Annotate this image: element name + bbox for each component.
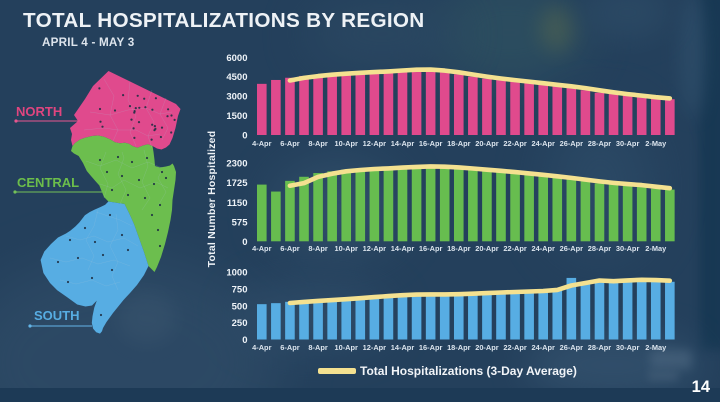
svg-text:6-Apr: 6-Apr xyxy=(280,343,299,352)
svg-text:6000: 6000 xyxy=(226,53,247,64)
svg-text:6-Apr: 6-Apr xyxy=(280,139,299,148)
svg-text:8-Apr: 8-Apr xyxy=(308,244,327,253)
svg-text:250: 250 xyxy=(232,318,248,329)
svg-text:8-Apr: 8-Apr xyxy=(308,343,327,352)
svg-text:1000: 1000 xyxy=(226,268,247,279)
svg-text:30-Apr: 30-Apr xyxy=(616,139,640,148)
svg-text:4-Apr: 4-Apr xyxy=(252,343,271,352)
svg-text:18-Apr: 18-Apr xyxy=(447,139,471,148)
svg-text:12-Apr: 12-Apr xyxy=(363,139,387,148)
svg-text:22-Apr: 22-Apr xyxy=(503,244,527,253)
svg-text:4-Apr: 4-Apr xyxy=(252,244,271,253)
svg-text:16-Apr: 16-Apr xyxy=(419,343,443,352)
svg-text:10-Apr: 10-Apr xyxy=(335,139,359,148)
svg-text:28-Apr: 28-Apr xyxy=(588,343,612,352)
svg-text:0: 0 xyxy=(242,131,247,142)
svg-text:22-Apr: 22-Apr xyxy=(503,139,527,148)
svg-text:12-Apr: 12-Apr xyxy=(363,343,387,352)
svg-text:30-Apr: 30-Apr xyxy=(616,343,640,352)
svg-text:22-Apr: 22-Apr xyxy=(503,343,527,352)
svg-text:14-Apr: 14-Apr xyxy=(391,244,415,253)
svg-text:24-Apr: 24-Apr xyxy=(531,244,555,253)
svg-text:12-Apr: 12-Apr xyxy=(363,244,387,253)
svg-text:26-Apr: 26-Apr xyxy=(560,139,584,148)
svg-text:1725: 1725 xyxy=(226,178,248,189)
svg-text:6-Apr: 6-Apr xyxy=(280,244,299,253)
svg-text:30-Apr: 30-Apr xyxy=(616,244,640,253)
svg-text:26-Apr: 26-Apr xyxy=(560,343,584,352)
svg-text:2300: 2300 xyxy=(226,159,247,170)
svg-text:16-Apr: 16-Apr xyxy=(419,139,443,148)
svg-text:18-Apr: 18-Apr xyxy=(447,244,471,253)
svg-text:500: 500 xyxy=(232,301,248,312)
svg-text:4-Apr: 4-Apr xyxy=(252,139,271,148)
svg-text:2-May: 2-May xyxy=(645,244,667,253)
svg-text:750: 750 xyxy=(232,285,248,296)
svg-text:0: 0 xyxy=(242,237,247,248)
svg-text:20-Apr: 20-Apr xyxy=(475,343,499,352)
svg-text:2-May: 2-May xyxy=(645,343,667,352)
svg-text:28-Apr: 28-Apr xyxy=(588,139,612,148)
svg-text:20-Apr: 20-Apr xyxy=(475,244,499,253)
svg-text:0: 0 xyxy=(242,335,247,346)
svg-text:18-Apr: 18-Apr xyxy=(447,343,471,352)
svg-text:14-Apr: 14-Apr xyxy=(391,343,415,352)
svg-text:24-Apr: 24-Apr xyxy=(531,343,555,352)
svg-text:3000: 3000 xyxy=(226,92,247,103)
svg-text:16-Apr: 16-Apr xyxy=(419,244,443,253)
svg-text:14-Apr: 14-Apr xyxy=(391,139,415,148)
svg-text:1500: 1500 xyxy=(226,111,247,122)
svg-text:26-Apr: 26-Apr xyxy=(560,244,584,253)
svg-text:10-Apr: 10-Apr xyxy=(335,343,359,352)
svg-text:2-May: 2-May xyxy=(645,139,667,148)
svg-text:4500: 4500 xyxy=(226,72,247,83)
svg-text:10-Apr: 10-Apr xyxy=(335,244,359,253)
svg-text:24-Apr: 24-Apr xyxy=(531,139,555,148)
svg-text:28-Apr: 28-Apr xyxy=(588,244,612,253)
svg-text:575: 575 xyxy=(232,217,249,228)
svg-text:8-Apr: 8-Apr xyxy=(308,139,327,148)
svg-text:20-Apr: 20-Apr xyxy=(475,139,499,148)
svg-text:1150: 1150 xyxy=(227,198,248,209)
